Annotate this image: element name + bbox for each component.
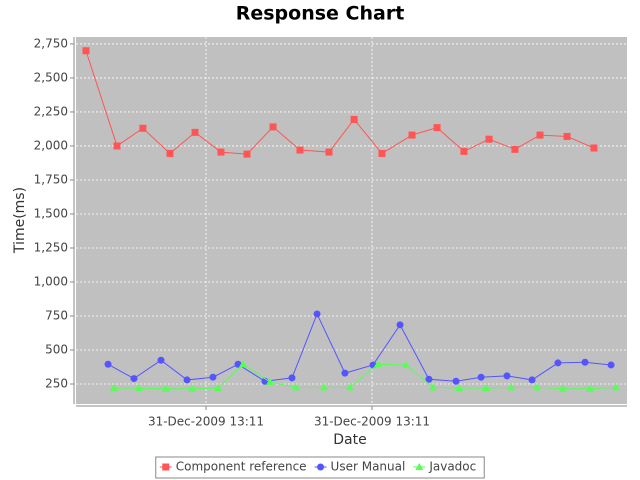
data-point [209, 373, 217, 381]
data-point [433, 124, 441, 132]
data-point [408, 131, 416, 139]
data-point [378, 149, 386, 157]
data-point [373, 360, 382, 368]
y-tick-label: 1,000 [34, 274, 68, 288]
data-point [559, 384, 568, 392]
data-point [581, 358, 589, 366]
data-point [104, 360, 112, 368]
x-tick-label: 31-Dec-2009 13:11 [314, 415, 430, 429]
data-point [536, 131, 544, 139]
y-tick-label: 250 [45, 377, 68, 391]
data-point [139, 124, 147, 132]
data-point [396, 321, 404, 329]
data-point [482, 384, 491, 392]
data-point [554, 359, 562, 367]
data-point [157, 356, 165, 364]
data-point [563, 132, 571, 140]
data-point [188, 384, 197, 392]
data-point [533, 383, 542, 391]
data-point [528, 376, 536, 384]
plot-area [76, 37, 627, 404]
data-point [313, 310, 321, 318]
data-point [425, 375, 433, 383]
series-line [114, 363, 617, 390]
y-tick-label: 2,750 [34, 36, 68, 50]
legend-marker [162, 463, 170, 471]
x-tick-label: 31-Dec-2009 13:11 [148, 415, 264, 429]
data-point [428, 383, 437, 391]
data-point [291, 383, 300, 391]
data-point [183, 376, 191, 384]
data-point [266, 377, 275, 385]
data-point [477, 373, 485, 381]
data-point [161, 384, 170, 392]
legend-label: Component reference [176, 460, 307, 474]
data-point [590, 144, 598, 152]
data-point [503, 372, 511, 380]
series-line [107, 312, 612, 382]
data-point [454, 384, 463, 392]
data-point [460, 147, 468, 155]
data-point [82, 47, 90, 55]
data-point [134, 384, 143, 392]
data-point [130, 375, 138, 383]
data-point [325, 148, 333, 156]
data-point [402, 360, 411, 368]
data-point [485, 135, 493, 143]
legend-label: Javadoc [428, 460, 476, 474]
data-point [506, 383, 515, 391]
data-point [585, 384, 594, 392]
y-tick-label: 1,750 [34, 172, 68, 186]
data-point [296, 146, 304, 154]
data-point [345, 383, 354, 391]
y-tick-label: 1,500 [34, 206, 68, 220]
y-axis-label: Time(ms) [12, 187, 28, 254]
data-point [341, 369, 349, 377]
data-point [612, 383, 621, 391]
data-point [217, 148, 225, 156]
data-point [350, 115, 358, 123]
data-point [113, 142, 121, 150]
legend-label: User Manual [331, 460, 406, 474]
legend-marker [317, 463, 325, 471]
data-point [166, 149, 174, 157]
data-point [110, 384, 119, 392]
data-point [191, 128, 199, 136]
data-point [269, 123, 277, 131]
y-tick-label: 2,000 [34, 138, 68, 152]
series-line [85, 50, 595, 155]
data-point [243, 150, 251, 158]
y-tick-label: 2,250 [34, 104, 68, 118]
data-point [213, 384, 222, 392]
data-point [320, 383, 329, 391]
y-tick-label: 1,250 [34, 240, 68, 254]
data-point [607, 361, 615, 369]
legend-marker [415, 463, 424, 470]
y-tick-label: 500 [45, 342, 68, 356]
data-point [288, 374, 296, 382]
data-point [239, 360, 248, 368]
y-tick-label: 750 [45, 308, 68, 322]
chart-title: Response Chart [236, 3, 405, 25]
y-tick-label: 2,500 [34, 70, 68, 84]
data-point [452, 377, 460, 385]
data-point [511, 145, 519, 153]
x-axis-label: Date [333, 432, 366, 448]
